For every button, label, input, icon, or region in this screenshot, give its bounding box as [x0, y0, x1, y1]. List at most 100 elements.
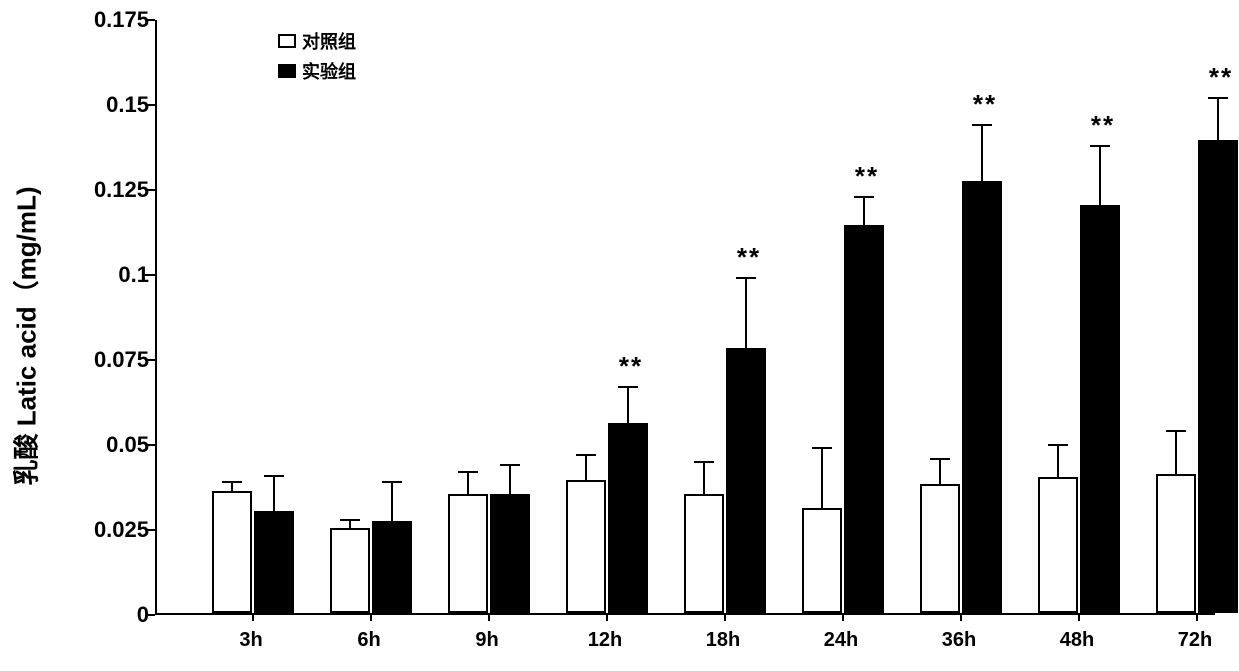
bar-experiment	[962, 181, 1002, 613]
legend-item: 实验组	[278, 58, 356, 84]
y-tick-label: 0.075	[94, 347, 149, 373]
error-bar-line	[1057, 445, 1059, 479]
error-bar-cap	[618, 386, 638, 388]
x-tick-label: 18h	[706, 629, 740, 652]
bar-control	[212, 491, 252, 613]
x-tick-label: 3h	[239, 629, 262, 652]
error-bar-line	[585, 455, 587, 482]
error-bar-cap	[222, 481, 242, 483]
error-bar-cap	[1090, 145, 1110, 147]
bar-control	[920, 484, 960, 613]
error-bar-cap	[500, 464, 520, 466]
error-bar-line	[1099, 146, 1101, 207]
error-bar-cap	[972, 124, 992, 126]
legend-item: 对照组	[278, 28, 356, 54]
x-tick	[960, 613, 962, 621]
legend-label: 对照组	[302, 28, 356, 54]
error-bar-cap	[264, 475, 284, 477]
x-tick	[370, 613, 372, 621]
error-bar-cap	[736, 277, 756, 279]
bar-experiment	[608, 423, 648, 613]
bar-control	[448, 494, 488, 613]
legend-swatch	[278, 34, 296, 48]
error-bar-line	[273, 476, 275, 513]
bar-control	[1156, 474, 1196, 613]
bar-experiment	[844, 225, 884, 613]
y-tick-label: 0.125	[94, 177, 149, 203]
x-tick-label: 36h	[942, 629, 976, 652]
error-bar-cap	[854, 196, 874, 198]
x-tick-label: 12h	[588, 629, 622, 652]
bar-control	[330, 528, 370, 613]
error-bar-line	[981, 125, 983, 183]
bar-experiment	[1198, 140, 1238, 613]
x-tick	[842, 613, 844, 621]
y-ticks	[145, 20, 155, 615]
x-tick	[1078, 613, 1080, 621]
error-bar-cap	[930, 458, 950, 460]
error-bar-cap	[458, 471, 478, 473]
error-bar-line	[467, 472, 469, 496]
bar-experiment	[726, 348, 766, 613]
bar-experiment	[490, 494, 530, 613]
significance-marker: **	[973, 89, 997, 120]
y-tick	[145, 104, 155, 106]
error-bar-cap	[694, 461, 714, 463]
legend: 对照组实验组	[278, 28, 356, 88]
significance-marker: **	[737, 242, 761, 273]
y-tick	[145, 614, 155, 616]
y-tick	[145, 529, 155, 531]
significance-marker: **	[1091, 110, 1115, 141]
bar-experiment	[254, 511, 294, 613]
y-tick-label: 0.175	[94, 7, 149, 33]
error-bar-line	[703, 462, 705, 496]
significance-marker: **	[1209, 62, 1233, 93]
error-bar-line	[863, 197, 865, 228]
error-bar-line	[1217, 98, 1219, 142]
plot-area: ************	[155, 20, 1215, 615]
y-tick	[145, 189, 155, 191]
x-tick	[488, 613, 490, 621]
significance-marker: **	[855, 161, 879, 192]
error-bar-cap	[576, 454, 596, 456]
x-tick	[252, 613, 254, 621]
y-axis-title: 乳酸 Latic acid（mg/mL)	[7, 186, 44, 485]
bar-control	[1038, 477, 1078, 613]
error-bar-line	[939, 459, 941, 486]
x-tick-label: 9h	[475, 629, 498, 652]
error-bar-cap	[382, 481, 402, 483]
error-bar-line	[1175, 431, 1177, 475]
y-tick	[145, 359, 155, 361]
error-bar-line	[627, 387, 629, 424]
error-bar-cap	[1208, 97, 1228, 99]
error-bar-line	[509, 465, 511, 496]
error-bar-cap	[812, 447, 832, 449]
x-tick	[1196, 613, 1198, 621]
chart-container: 乳酸 Latic acid（mg/mL) ** ** ** ** ** ** 对照组实验组…	[0, 0, 1239, 671]
x-tick-label: 72h	[1178, 629, 1212, 652]
error-bar-cap	[340, 519, 360, 521]
bar-control	[684, 494, 724, 613]
bar-control	[802, 508, 842, 613]
error-bar-cap	[1048, 444, 1068, 446]
x-tick-label: 48h	[1060, 629, 1094, 652]
significance-marker: **	[619, 351, 643, 382]
bar-experiment	[372, 521, 412, 613]
bar-control	[566, 480, 606, 613]
x-tick	[724, 613, 726, 621]
error-bar-line	[745, 278, 747, 349]
y-tick-label: 0.15	[106, 92, 149, 118]
y-tick	[145, 274, 155, 276]
error-bar-line	[821, 448, 823, 509]
x-tick-label: 6h	[357, 629, 380, 652]
y-tick	[145, 19, 155, 21]
x-tick-label: 24h	[824, 629, 858, 652]
y-tick	[145, 444, 155, 446]
error-bar-line	[349, 520, 351, 530]
legend-swatch	[278, 64, 296, 78]
y-tick-label: 0.05	[106, 432, 149, 458]
bar-experiment	[1080, 205, 1120, 613]
y-tick-label: 0.025	[94, 517, 149, 543]
x-tick	[606, 613, 608, 621]
error-bar-line	[231, 482, 233, 492]
